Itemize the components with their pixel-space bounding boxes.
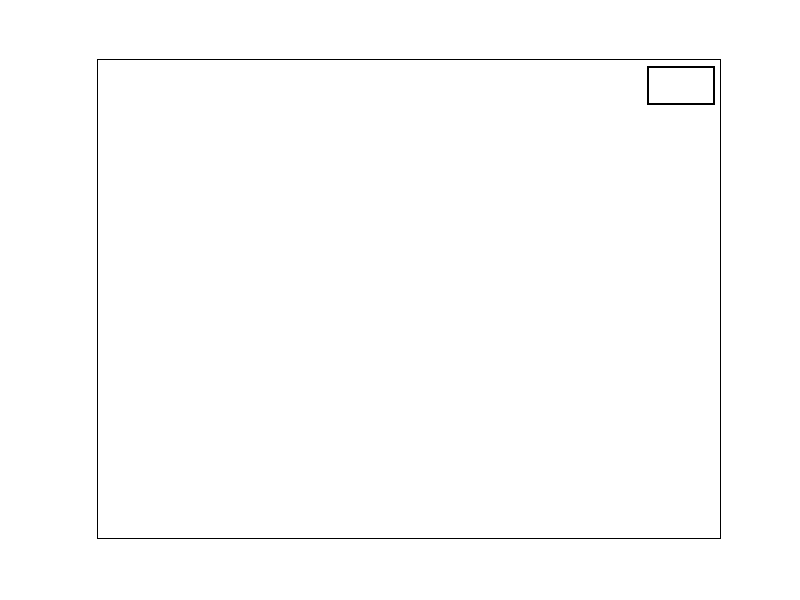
plot-area (97, 59, 721, 539)
legend-entry-fp (656, 89, 707, 97)
legend (647, 66, 715, 105)
legend-entry-tp (656, 74, 707, 82)
legend-swatch-tp (656, 74, 683, 82)
legend-swatch-fp (656, 89, 683, 97)
